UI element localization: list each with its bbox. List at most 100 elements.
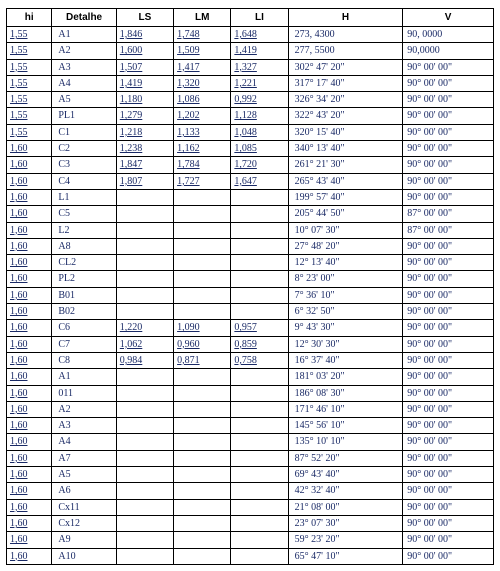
cell-h: 186° 08' 30": [288, 385, 403, 401]
cell-lm: [174, 548, 231, 564]
table-row: 1,60Cx1121° 08' 00"90° 00' 00": [7, 499, 494, 515]
col-v: V: [403, 9, 494, 27]
cell-h: 16° 37' 40": [288, 352, 403, 368]
cell-ls: [116, 206, 173, 222]
cell-det: L2: [52, 222, 116, 238]
cell-v: 90° 00' 00": [403, 532, 494, 548]
cell-det: A4: [52, 75, 116, 91]
cell-v: 90,0000: [403, 43, 494, 59]
cell-h: 69° 43' 40": [288, 467, 403, 483]
table-row: 1,55A11,8461,7481,648273, 430090, 0000: [7, 27, 494, 43]
cell-v: 90° 00' 00": [403, 352, 494, 368]
cell-hi: 1,55: [7, 59, 52, 75]
table-row: 1,55A41,4191,3201,221317° 17' 40"90° 00'…: [7, 75, 494, 91]
cell-ls: 1,807: [116, 173, 173, 189]
cell-det: B01: [52, 287, 116, 303]
cell-lm: 1,086: [174, 92, 231, 108]
cell-v: 90° 00' 00": [403, 385, 494, 401]
cell-det: Cx11: [52, 499, 116, 515]
cell-li: [231, 287, 288, 303]
cell-ls: [116, 532, 173, 548]
cell-ls: [116, 499, 173, 515]
table-row: 1,60C41,8071,7271,647265° 43' 40"90° 00'…: [7, 173, 494, 189]
cell-li: 0,758: [231, 352, 288, 368]
cell-ls: [116, 369, 173, 385]
cell-hi: 1,60: [7, 450, 52, 466]
col-h: H: [288, 9, 403, 27]
cell-v: 90° 00' 00": [403, 108, 494, 124]
cell-hi: 1,60: [7, 238, 52, 254]
col-lm: LM: [174, 9, 231, 27]
table-row: 1,60CL212° 13' 40"90° 00' 00": [7, 255, 494, 271]
cell-li: [231, 222, 288, 238]
table-row: 1,60L1199° 57' 40"90° 00' 00": [7, 189, 494, 205]
cell-v: 90° 00' 00": [403, 141, 494, 157]
cell-hi: 1,60: [7, 515, 52, 531]
cell-li: 1,648: [231, 27, 288, 43]
cell-li: 1,221: [231, 75, 288, 91]
cell-lm: [174, 532, 231, 548]
cell-hi: 1,60: [7, 418, 52, 434]
cell-li: [231, 467, 288, 483]
cell-hi: 1,55: [7, 27, 52, 43]
cell-li: [231, 206, 288, 222]
cell-hi: 1,55: [7, 43, 52, 59]
cell-h: 171° 46' 10": [288, 401, 403, 417]
cell-lm: [174, 467, 231, 483]
cell-lm: [174, 418, 231, 434]
cell-v: 90° 00' 00": [403, 75, 494, 91]
cell-det: A7: [52, 450, 116, 466]
cell-v: 90° 00' 00": [403, 483, 494, 499]
cell-lm: 1,417: [174, 59, 231, 75]
cell-det: A5: [52, 467, 116, 483]
cell-v: 90° 00' 00": [403, 499, 494, 515]
cell-h: 317° 17' 40": [288, 75, 403, 91]
cell-v: 90° 00' 00": [403, 59, 494, 75]
cell-v: 90° 00' 00": [403, 255, 494, 271]
cell-h: 59° 23' 20": [288, 532, 403, 548]
cell-det: C7: [52, 336, 116, 352]
cell-li: 1,327: [231, 59, 288, 75]
cell-ls: 0,984: [116, 352, 173, 368]
cell-v: 90° 00' 00": [403, 401, 494, 417]
table-row: 1,60C31,8471,7841,720261° 21' 30"90° 00'…: [7, 157, 494, 173]
cell-ls: 1,419: [116, 75, 173, 91]
cell-ls: 1,846: [116, 27, 173, 43]
cell-det: A5: [52, 92, 116, 108]
cell-lm: [174, 271, 231, 287]
cell-hi: 1,55: [7, 75, 52, 91]
cell-ls: 1,507: [116, 59, 173, 75]
cell-lm: [174, 206, 231, 222]
cell-det: A1: [52, 27, 116, 43]
cell-h: 265° 43' 40": [288, 173, 403, 189]
cell-det: CL2: [52, 255, 116, 271]
cell-ls: [116, 450, 173, 466]
cell-lm: 1,162: [174, 141, 231, 157]
cell-li: [231, 189, 288, 205]
cell-det: A4: [52, 434, 116, 450]
cell-lm: 0,960: [174, 336, 231, 352]
cell-lm: [174, 287, 231, 303]
cell-ls: 1,279: [116, 108, 173, 124]
cell-v: 90° 00' 00": [403, 238, 494, 254]
cell-h: 320° 15' 40": [288, 124, 403, 140]
cell-ls: [116, 222, 173, 238]
table-body: 1,55A11,8461,7481,648273, 430090, 00001,…: [7, 27, 494, 565]
col-li: LI: [231, 9, 288, 27]
cell-h: 199° 57' 40": [288, 189, 403, 205]
cell-li: 1,419: [231, 43, 288, 59]
cell-hi: 1,60: [7, 173, 52, 189]
cell-v: 90° 00' 00": [403, 369, 494, 385]
table-row: 1,60C71,0620,9600,85912° 30' 30"90° 00' …: [7, 336, 494, 352]
cell-det: C1: [52, 124, 116, 140]
cell-hi: 1,55: [7, 108, 52, 124]
cell-det: L1: [52, 189, 116, 205]
cell-det: C5: [52, 206, 116, 222]
cell-det: A1: [52, 369, 116, 385]
cell-det: A10: [52, 548, 116, 564]
cell-li: [231, 450, 288, 466]
table-row: 1,60L210° 07' 30"87° 00' 00": [7, 222, 494, 238]
table-row: 1,60A1065° 47' 10"90° 00' 00": [7, 548, 494, 564]
cell-det: C3: [52, 157, 116, 173]
cell-hi: 1,60: [7, 336, 52, 352]
